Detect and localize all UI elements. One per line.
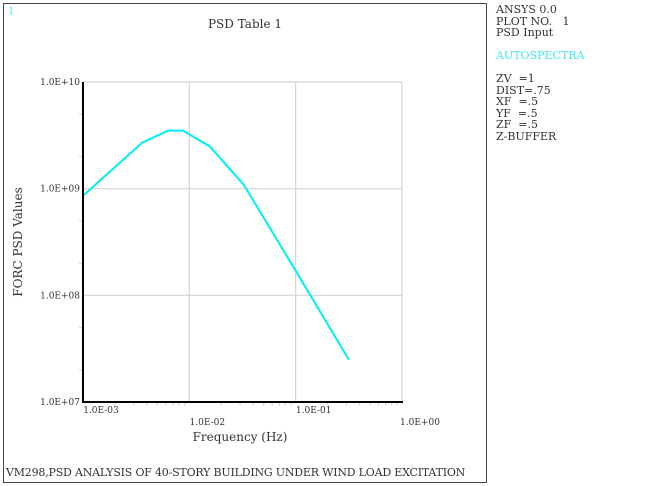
x-tick-label: 1.0E-03 <box>83 406 119 416</box>
chart-grid <box>82 81 403 403</box>
legend-line: AUTOSPECTRA <box>496 49 585 62</box>
plot-title: PSD Table 1 <box>207 17 283 31</box>
plot-caption: VM298,PSD ANALYSIS OF 40-STORY BUILDING … <box>6 466 466 479</box>
graphics-window-frame <box>3 3 487 483</box>
plot-legend: ANSYS 0.0 PLOT NO. 1 PSD Input AUTOSPECTRA Z… <box>496 4 585 142</box>
psd-curve <box>82 129 350 361</box>
legend-line: YF =.5 <box>496 106 538 120</box>
legend-line: XF =.5 <box>496 95 539 108</box>
y-tick-label: 1.0E+10 <box>40 78 80 88</box>
window-number: 1 <box>8 6 15 17</box>
y-tick-label: 1.0E+09 <box>40 185 80 195</box>
x-tick-label: 1.0E+00 <box>400 418 440 428</box>
legend-line: ANSYS 0.0 <box>496 3 557 16</box>
legend-line: DIST=.75 <box>496 83 551 97</box>
legend-line: ZV =1 <box>496 72 535 85</box>
y-tick-label: 1.0E+07 <box>40 398 80 408</box>
y-tick-label: 1.0E+08 <box>40 291 80 301</box>
legend-line: Z-BUFFER <box>496 129 557 143</box>
x-tick-label: 1.0E-02 <box>190 418 226 428</box>
legend-line: PSD Input <box>496 26 554 39</box>
legend-line: ZF =.5 <box>496 118 538 131</box>
legend-line: PLOT NO. 1 <box>496 14 570 28</box>
tick-labels: 1.0E-03 1.0E-02 1.0E-01 1.0E+00 1.0E+07 1.0E+… <box>40 78 440 428</box>
y-axis-label: FORC PSD Values <box>11 187 25 296</box>
x-tick-label: 1.0E-01 <box>296 406 332 416</box>
psd-chart: 1.0E-03 1.0E-02 1.0E-01 1.0E+00 1.0E+07 1.0E+… <box>11 78 440 444</box>
x-axis-label: Frequency (Hz) <box>193 430 288 444</box>
